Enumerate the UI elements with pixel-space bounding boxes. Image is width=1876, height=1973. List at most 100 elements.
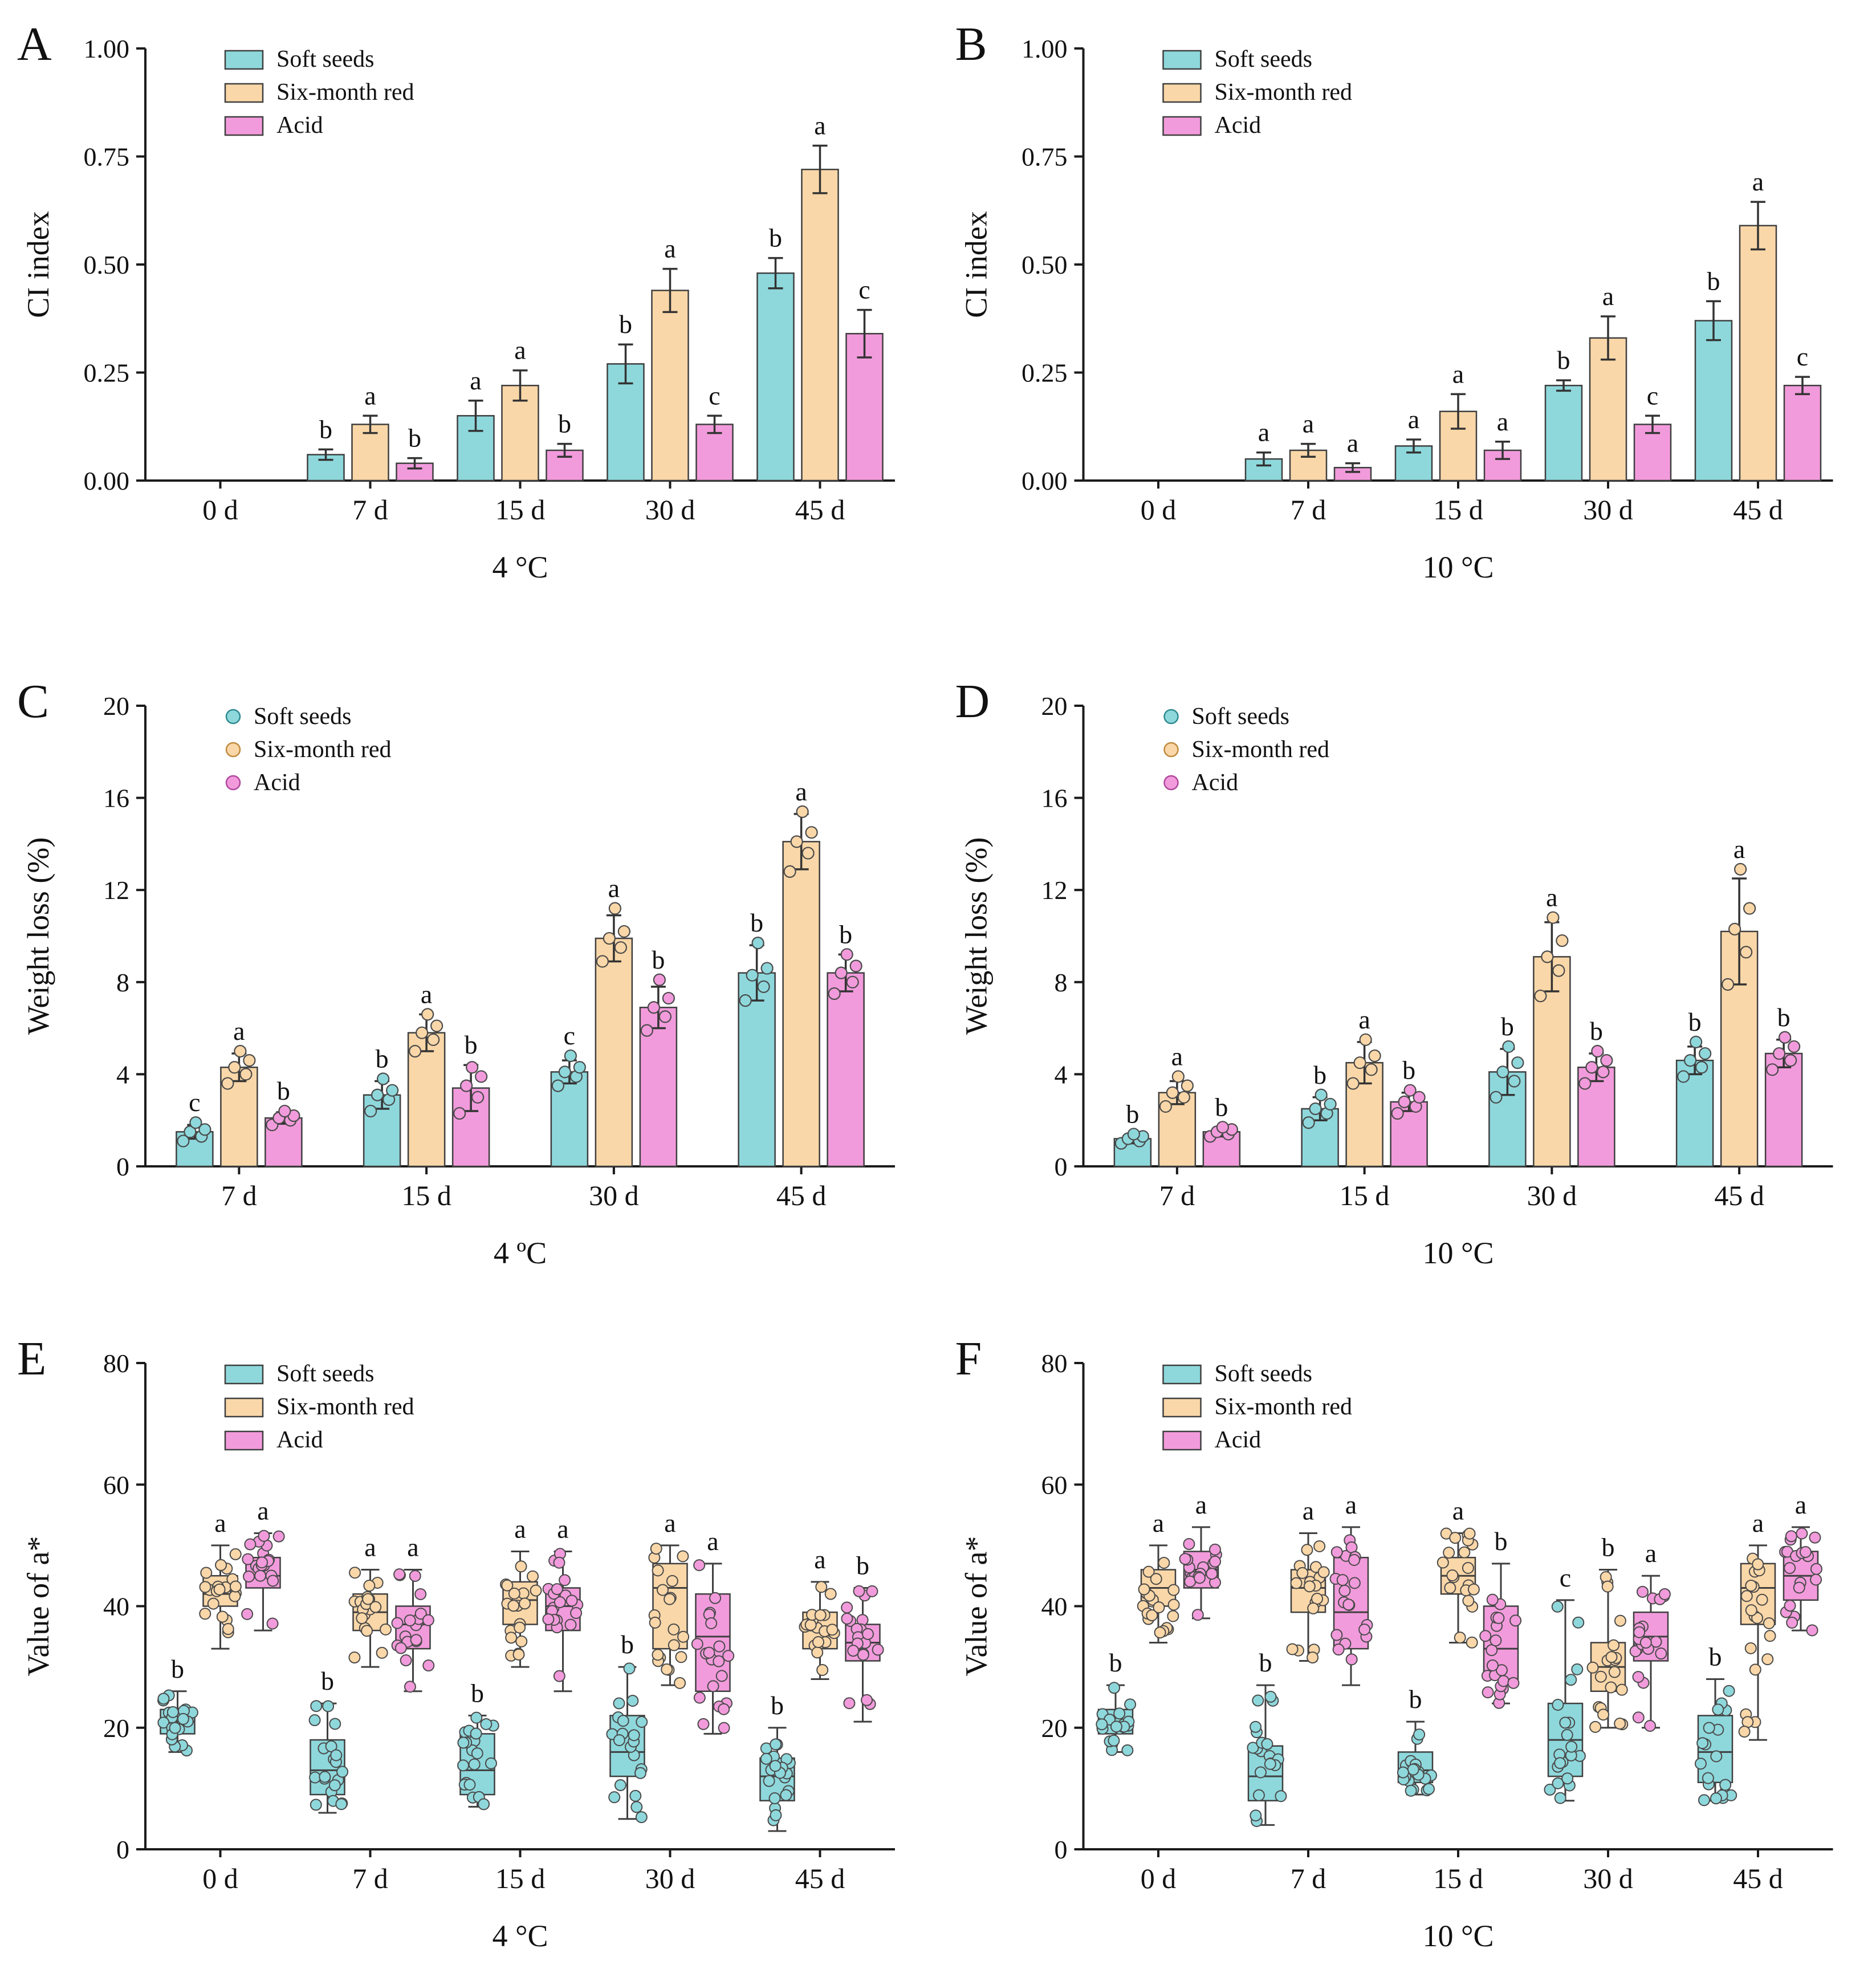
- panel-b-cell: B 0.00 0.25 0.50 0.75 1.00 CI index 0 d 7 d 15 d 3…: [938, 0, 1876, 657]
- svg-text:CI index: CI index: [21, 211, 55, 318]
- svg-text:1.00: 1.00: [84, 34, 130, 63]
- svg-text:b: b: [408, 424, 421, 453]
- svg-text:0: 0: [116, 1835, 129, 1864]
- svg-text:Acid: Acid: [1215, 1427, 1261, 1453]
- svg-text:Six-month red: Six-month red: [1215, 1394, 1352, 1420]
- svg-text:a: a: [1795, 1490, 1806, 1519]
- svg-text:Soft seeds: Soft seeds: [1192, 703, 1290, 730]
- svg-text:C: C: [17, 675, 49, 728]
- svg-text:b: b: [621, 1630, 634, 1659]
- svg-text:80: 80: [103, 1349, 129, 1378]
- svg-text:40: 40: [1041, 1592, 1068, 1621]
- svg-text:b: b: [465, 1030, 478, 1059]
- svg-text:b: b: [1777, 1003, 1790, 1032]
- svg-text:Six-month red: Six-month red: [1192, 737, 1329, 763]
- svg-text:12: 12: [1041, 876, 1068, 905]
- svg-text:b: b: [1402, 1056, 1415, 1085]
- svg-text:45 d: 45 d: [795, 494, 845, 526]
- svg-text:a: a: [214, 1508, 226, 1537]
- svg-text:30 d: 30 d: [1583, 494, 1633, 526]
- svg-text:20: 20: [103, 1714, 129, 1743]
- svg-text:40: 40: [103, 1592, 129, 1621]
- svg-text:b: b: [1109, 1648, 1122, 1677]
- svg-text:15 d: 15 d: [401, 1179, 451, 1211]
- svg-text:a: a: [608, 874, 620, 903]
- svg-text:b: b: [1259, 1648, 1272, 1677]
- svg-text:b: b: [652, 945, 665, 974]
- svg-text:Weight loss (%): Weight loss (%): [959, 837, 994, 1035]
- svg-text:10 °C: 10 °C: [1422, 1236, 1494, 1270]
- svg-text:0: 0: [116, 1152, 129, 1181]
- svg-text:4 °C: 4 °C: [492, 550, 548, 584]
- svg-text:a: a: [514, 1515, 526, 1544]
- svg-text:45 d: 45 d: [795, 1862, 845, 1894]
- svg-text:a: a: [814, 1545, 825, 1574]
- svg-text:b: b: [171, 1654, 184, 1683]
- svg-text:0 d: 0 d: [202, 494, 238, 526]
- svg-text:A: A: [17, 18, 52, 71]
- svg-text:CI index: CI index: [959, 211, 994, 318]
- panel-f-cell: F 0 20 40 60 80 Value of a* 0 d 7 d 15 d 30 d 45 d 1…: [938, 1315, 1876, 1972]
- svg-text:0.50: 0.50: [1022, 250, 1068, 279]
- svg-text:1.00: 1.00: [1022, 34, 1068, 63]
- svg-text:30 d: 30 d: [1527, 1179, 1577, 1211]
- svg-text:Acid: Acid: [1215, 112, 1261, 139]
- svg-text:Soft seeds: Soft seeds: [276, 46, 375, 72]
- svg-text:Soft seeds: Soft seeds: [254, 703, 352, 730]
- chart-ci-index-4c: A 0.00 0.25 0.50 0.75 1.00 CI index 0 d 7 d 15 d 3…: [17, 18, 895, 584]
- svg-text:0.75: 0.75: [84, 143, 130, 172]
- svg-text:Soft seeds: Soft seeds: [1215, 46, 1313, 72]
- svg-text:Value of a*: Value of a*: [21, 1536, 55, 1677]
- svg-text:45 d: 45 d: [776, 1179, 827, 1211]
- svg-text:b: b: [1126, 1099, 1139, 1128]
- svg-text:30 d: 30 d: [589, 1179, 639, 1211]
- svg-text:Six-month red: Six-month red: [254, 737, 391, 763]
- svg-text:a: a: [1752, 1508, 1764, 1537]
- svg-text:15 d: 15 d: [495, 1862, 546, 1894]
- svg-text:b: b: [471, 1678, 484, 1707]
- svg-text:Six-month red: Six-month red: [276, 79, 414, 105]
- svg-text:b: b: [558, 409, 571, 438]
- svg-text:a: a: [1358, 1005, 1370, 1034]
- chart-weight-loss-10c: D 0 4 8 12 16 20 Weight loss (%) 7 d 15 d 30 d 45 d…: [955, 675, 1833, 1270]
- svg-text:20: 20: [103, 691, 129, 721]
- panel-e-cell: E 0 20 40 60 80 Value of a* 0 d 7 d 15 d 30 d 45 d 4…: [0, 1315, 938, 1972]
- svg-text:a: a: [470, 366, 481, 395]
- svg-text:30 d: 30 d: [1583, 1862, 1633, 1894]
- svg-text:c: c: [1647, 381, 1658, 410]
- svg-text:12: 12: [103, 876, 129, 905]
- svg-text:F: F: [955, 1332, 982, 1385]
- svg-text:b: b: [1215, 1092, 1228, 1121]
- svg-text:a: a: [1195, 1490, 1207, 1519]
- svg-text:a: a: [1345, 1490, 1357, 1519]
- svg-text:a: a: [795, 777, 807, 806]
- svg-text:Acid: Acid: [1192, 770, 1239, 796]
- svg-text:c: c: [564, 1021, 575, 1050]
- svg-text:a: a: [1645, 1539, 1657, 1568]
- svg-text:7 d: 7 d: [1159, 1179, 1195, 1211]
- svg-text:b: b: [1709, 1642, 1722, 1671]
- svg-text:10 °C: 10 °C: [1422, 550, 1494, 584]
- svg-text:Acid: Acid: [276, 112, 323, 139]
- svg-text:7 d: 7 d: [221, 1179, 257, 1211]
- svg-text:16: 16: [103, 784, 129, 813]
- svg-text:Acid: Acid: [276, 1427, 323, 1453]
- svg-text:b: b: [1495, 1527, 1508, 1556]
- svg-text:b: b: [319, 414, 332, 444]
- svg-text:Value of a*: Value of a*: [959, 1536, 994, 1677]
- svg-text:b: b: [750, 908, 763, 937]
- chart-ci-index-10c: B 0.00 0.25 0.50 0.75 1.00 CI index 0 d 7 d 15 d 3…: [955, 18, 1833, 584]
- svg-text:0.50: 0.50: [84, 250, 130, 279]
- svg-text:b: b: [1557, 345, 1570, 375]
- svg-text:a: a: [1452, 359, 1464, 388]
- svg-text:c: c: [709, 381, 720, 410]
- svg-text:a: a: [1733, 835, 1745, 864]
- svg-text:a: a: [664, 1508, 675, 1537]
- svg-text:c: c: [1560, 1563, 1571, 1592]
- svg-text:4: 4: [1055, 1060, 1068, 1089]
- svg-text:0.25: 0.25: [84, 359, 130, 388]
- svg-text:b: b: [619, 310, 632, 339]
- svg-text:Weight loss (%): Weight loss (%): [21, 837, 55, 1035]
- svg-text:16: 16: [1041, 784, 1068, 813]
